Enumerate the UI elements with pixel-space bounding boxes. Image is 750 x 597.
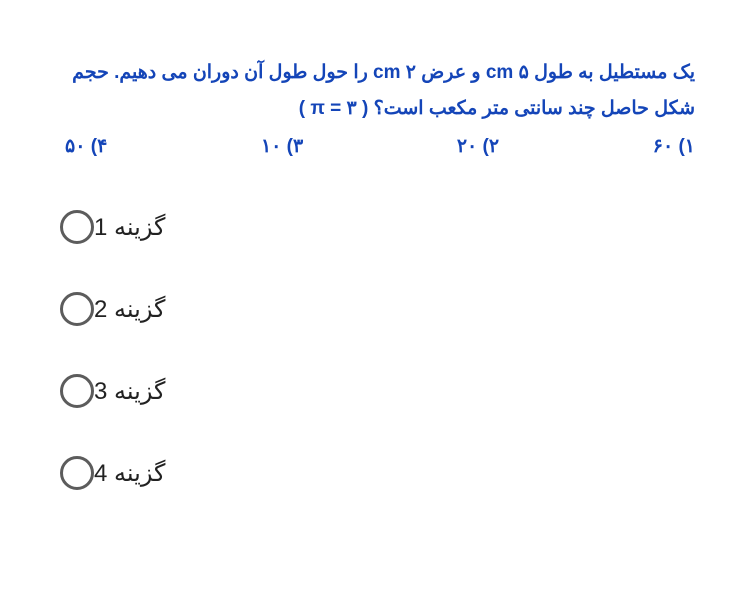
option-row-2[interactable]: گزینه 2	[60, 292, 187, 326]
answer-3-val: ۱۰	[261, 136, 281, 157]
radio-icon[interactable]	[60, 374, 94, 408]
option-row-3[interactable]: گزینه 3	[60, 374, 187, 408]
answer-3: ۳) ۱۰	[261, 135, 303, 158]
options-block: گزینه 1 گزینه 2 گزینه 3 گزینه 4	[60, 210, 187, 538]
radio-icon[interactable]	[60, 292, 94, 326]
radio-icon[interactable]	[60, 456, 94, 490]
option-label: گزینه 1	[94, 213, 165, 242]
option-row-4[interactable]: گزینه 4	[60, 456, 187, 490]
question-line-2: شکل حاصل چند سانتی متر مکعب است؟ ( ۳ = π…	[55, 91, 695, 127]
answer-1: ۱) ۶۰	[653, 135, 695, 158]
question-block: یک مستطیل به طول ۵ cm و عرض ۲ cm را حول …	[55, 55, 695, 158]
radio-icon[interactable]	[60, 210, 94, 244]
question-line-1: یک مستطیل به طول ۵ cm و عرض ۲ cm را حول …	[55, 55, 695, 91]
answer-2: ۲) ۲۰	[457, 135, 499, 158]
answer-4-num: ۴)	[91, 136, 108, 157]
answers-row: ۴) ۵۰ ۳) ۱۰ ۲) ۲۰ ۱) ۶۰	[55, 135, 695, 158]
option-row-1[interactable]: گزینه 1	[60, 210, 187, 244]
option-label: گزینه 3	[94, 377, 165, 406]
answer-2-num: ۲)	[483, 136, 500, 157]
answer-1-val: ۶۰	[653, 136, 673, 157]
answer-4: ۴) ۵۰	[65, 135, 107, 158]
option-label: گزینه 2	[94, 295, 165, 324]
answer-3-num: ۳)	[287, 136, 304, 157]
option-label: گزینه 4	[94, 459, 165, 488]
answer-1-num: ۱)	[678, 136, 695, 157]
answer-4-val: ۵۰	[65, 136, 85, 157]
answer-2-val: ۲۰	[457, 136, 477, 157]
